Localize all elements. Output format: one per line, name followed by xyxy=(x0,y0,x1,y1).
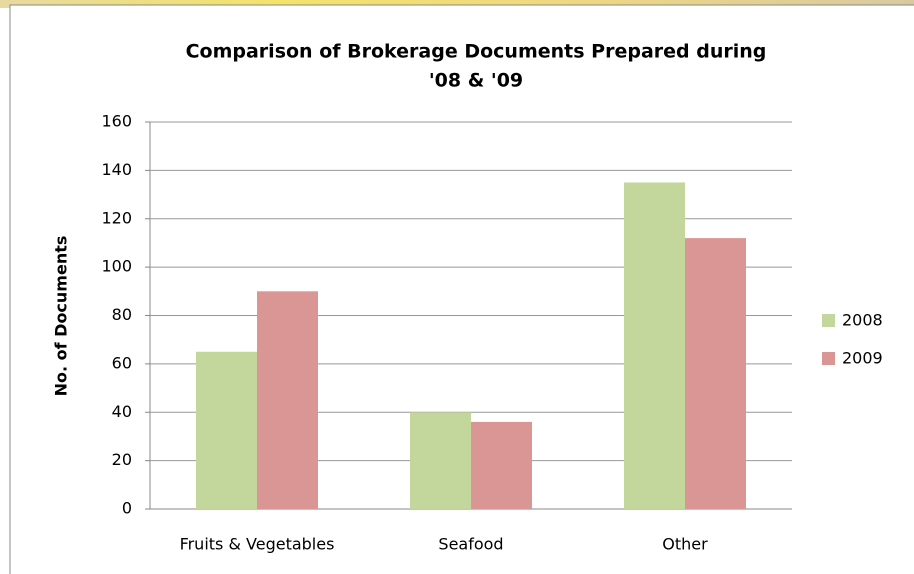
y-tick-label: 60 xyxy=(112,353,132,372)
bar xyxy=(685,238,746,509)
y-axis-label: No. of Documents xyxy=(52,236,71,397)
background-strip xyxy=(0,0,914,8)
y-tick-label: 120 xyxy=(101,208,132,227)
y-tick-label: 100 xyxy=(101,257,132,276)
y-tick-label: 80 xyxy=(112,305,132,324)
legend-label: 2009 xyxy=(842,349,883,368)
bar xyxy=(410,412,471,509)
y-tick-label: 20 xyxy=(112,450,132,469)
chart-title: '08 & '09 xyxy=(429,70,523,92)
bar xyxy=(471,421,532,509)
x-tick-label: Fruits & Vegetables xyxy=(180,535,335,554)
chart-title: Comparison of Brokerage Documents Prepar… xyxy=(186,41,767,63)
legend-label: 2008 xyxy=(842,311,883,330)
y-tick-label: 160 xyxy=(101,112,132,131)
bar xyxy=(624,182,685,509)
y-tick-label: 140 xyxy=(101,160,132,179)
legend-swatch xyxy=(822,314,835,327)
bar xyxy=(196,351,257,509)
y-tick-label: 40 xyxy=(112,402,132,421)
x-tick-label: Seafood xyxy=(438,535,503,554)
y-tick-label: 0 xyxy=(122,499,132,518)
bar xyxy=(257,291,318,509)
x-tick-label: Other xyxy=(662,535,708,554)
legend-swatch xyxy=(822,352,835,365)
